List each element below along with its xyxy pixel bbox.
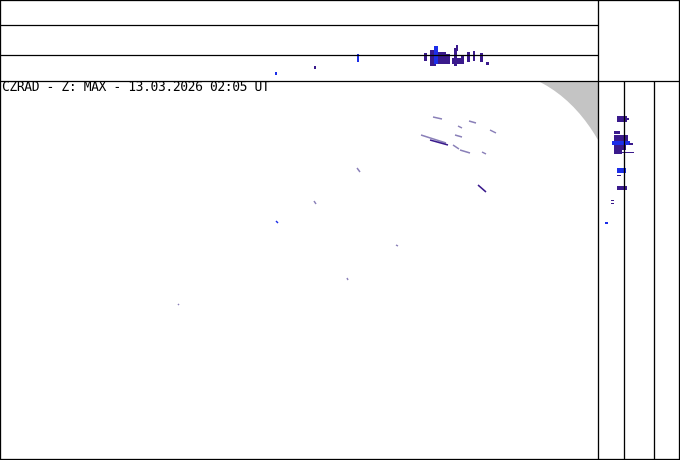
echo-cell xyxy=(622,152,634,153)
echo-cell xyxy=(614,131,620,134)
echo-streak xyxy=(177,303,180,306)
echo-streak xyxy=(313,200,317,205)
echo-streak xyxy=(356,167,361,173)
echo-cell xyxy=(467,52,470,62)
echo-cell xyxy=(480,53,483,62)
echo-streak xyxy=(457,125,463,129)
echo-cell xyxy=(438,52,446,64)
echo-streak xyxy=(477,184,487,193)
echo-cell xyxy=(314,66,316,69)
echo-streak xyxy=(454,134,463,138)
echo-streak xyxy=(459,149,471,154)
product-title: CZRAD - Z: MAX - 13.03.2026 02:05 UT xyxy=(2,80,270,95)
echo-cell xyxy=(625,118,629,120)
echo-cell xyxy=(614,145,626,150)
echo-streak xyxy=(481,151,487,155)
echo-cell xyxy=(614,135,628,141)
echo-cell xyxy=(611,203,614,204)
echo-streak xyxy=(420,134,447,144)
echo-cell xyxy=(357,54,359,62)
echo-cell xyxy=(430,50,436,66)
echo-cell xyxy=(605,222,608,224)
echo-cell xyxy=(617,116,627,122)
echo-streak xyxy=(429,139,449,146)
echo-cell xyxy=(614,150,622,154)
echo-streak xyxy=(452,144,460,150)
echo-streak xyxy=(468,120,477,124)
echo-cell xyxy=(617,175,621,176)
echo-cell xyxy=(611,200,614,201)
echo-streak xyxy=(275,220,279,224)
echo-cell xyxy=(446,54,450,64)
echo-cell xyxy=(617,186,627,190)
out-of-range-area xyxy=(540,82,598,140)
echo-cell xyxy=(617,168,626,173)
echo-cell xyxy=(629,143,633,145)
echo-streak xyxy=(489,129,497,134)
echo-streak xyxy=(346,277,349,281)
echo-cell xyxy=(456,45,458,51)
echo-streak xyxy=(432,116,443,120)
echo-cell xyxy=(486,62,489,65)
echo-streak xyxy=(395,244,399,247)
echo-cell xyxy=(612,141,630,145)
echo-cell xyxy=(452,58,464,64)
echo-cell xyxy=(461,55,464,63)
echo-cell xyxy=(275,72,277,75)
echo-cell xyxy=(424,53,427,61)
radar-echoes xyxy=(177,45,634,306)
echo-cell xyxy=(454,48,457,66)
